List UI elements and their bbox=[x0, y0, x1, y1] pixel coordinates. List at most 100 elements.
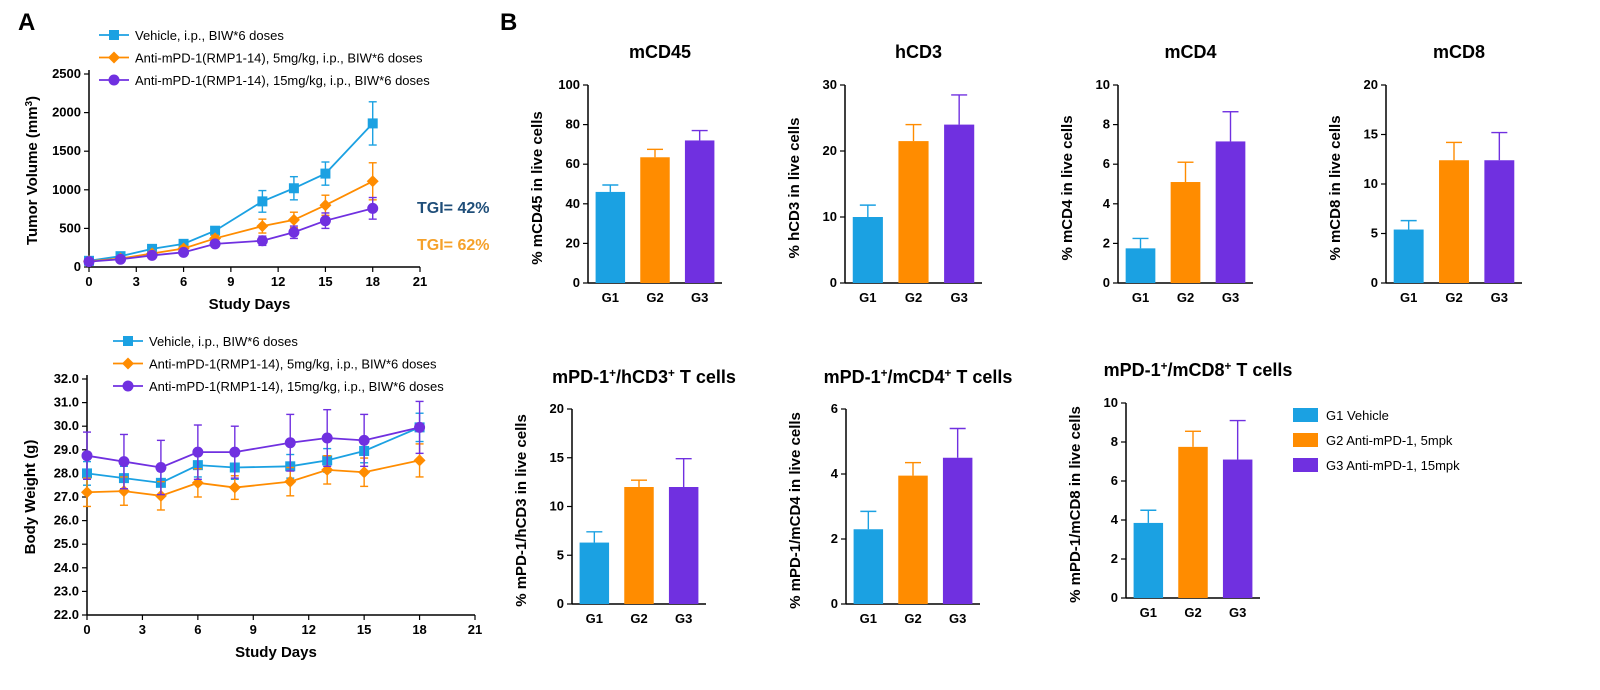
data-point bbox=[414, 421, 426, 433]
legend-label: Vehicle, i.p., BIW*6 doses bbox=[135, 28, 284, 43]
series-1 bbox=[84, 101, 378, 266]
legend-swatch-3 bbox=[1293, 458, 1318, 472]
data-point bbox=[367, 118, 378, 129]
x-tick-label: 3 bbox=[133, 274, 140, 289]
y-axis-label: % hCD3 in live cells bbox=[786, 118, 803, 259]
bar-g1 bbox=[1133, 522, 1164, 598]
x-tick-label: G2 bbox=[1184, 605, 1201, 620]
legend-marker bbox=[109, 30, 119, 40]
panel-label-a: A bbox=[18, 9, 35, 36]
legend-marker bbox=[123, 336, 133, 346]
bar-g2 bbox=[1170, 182, 1201, 283]
data-point bbox=[118, 456, 130, 468]
y-tick-label: 2000 bbox=[52, 105, 81, 120]
y-tick-label: 0 bbox=[1371, 275, 1378, 290]
legend-label: G1 Vehicle bbox=[1326, 408, 1389, 423]
y-tick-label: 0 bbox=[1103, 275, 1110, 290]
y-tick-label: 15 bbox=[550, 450, 564, 465]
y-tick-label: 10 bbox=[1096, 77, 1110, 92]
legend-label: Vehicle, i.p., BIW*6 doses bbox=[149, 334, 298, 349]
bar-chart-4: mCD8 0 5 10 15 20 % mCD8 in live cells G1 G2 G3 bbox=[1327, 42, 1522, 305]
bar-g3 bbox=[1222, 459, 1253, 598]
y-tick-label: 1000 bbox=[52, 182, 81, 197]
y-tick-label: 26.0 bbox=[54, 513, 79, 528]
bar-chart-3: mCD4 0 2 4 6 8 10 % mCD4 in live cells G1 G2 G3 bbox=[1059, 42, 1253, 305]
x-tick-label: G2 bbox=[1177, 290, 1194, 305]
series-line bbox=[86, 426, 420, 484]
x-tick-label: G2 bbox=[630, 611, 647, 626]
y-tick-label: 2 bbox=[1111, 551, 1118, 566]
bar-chart-2: hCD3 0 10 20 30 % hCD3 in live cells G1 G2 G3 bbox=[786, 42, 982, 305]
series-line bbox=[88, 122, 374, 262]
x-tick-label: G3 bbox=[691, 290, 708, 305]
x-tick-label: G1 bbox=[586, 611, 603, 626]
data-point bbox=[358, 434, 370, 446]
data-point bbox=[256, 220, 269, 233]
data-point bbox=[83, 256, 95, 268]
y-tick-label: 28.0 bbox=[54, 465, 79, 480]
tumor-chart: 0 500 1000 1500 2000 2500 0 3 6 9 12 15 18 21 Study Da… bbox=[24, 28, 431, 313]
y-tick-label: 24.0 bbox=[54, 560, 79, 575]
x-tick-label: 21 bbox=[468, 622, 482, 637]
y-tick-label: 25.0 bbox=[54, 536, 79, 551]
x-tick-label: G2 bbox=[904, 611, 921, 626]
data-point bbox=[81, 486, 93, 499]
y-axis-label: % mCD45 in live cells bbox=[529, 111, 546, 264]
chart-title: mPD-1+/hCD3+ T cells bbox=[552, 367, 736, 388]
x-tick-label: 6 bbox=[180, 274, 187, 289]
tgi-annotation-g3: TGI= 62% bbox=[417, 237, 489, 254]
bar-g1 bbox=[852, 217, 883, 283]
x-tick-label: G3 bbox=[950, 290, 967, 305]
bar-g3 bbox=[668, 487, 699, 604]
y-tick-label: 31.0 bbox=[54, 395, 79, 410]
bar-g1 bbox=[579, 542, 610, 604]
data-point bbox=[256, 235, 268, 247]
data-point bbox=[257, 196, 268, 207]
y-axis-label: % mCD8 in live cells bbox=[1327, 115, 1344, 260]
y-tick-label: 0 bbox=[573, 275, 580, 290]
chart-title: mCD4 bbox=[1164, 42, 1216, 62]
data-point bbox=[228, 481, 241, 494]
x-axis-label: Study Days bbox=[235, 644, 317, 661]
x-tick-label: G1 bbox=[1132, 290, 1149, 305]
y-tick-label: 10 bbox=[1364, 176, 1378, 191]
y-tick-label: 10 bbox=[550, 499, 564, 514]
x-tick-label: G1 bbox=[860, 611, 877, 626]
bar-g1 bbox=[1125, 248, 1156, 283]
data-point bbox=[146, 249, 158, 261]
y-tick-label: 0 bbox=[831, 596, 838, 611]
y-tick-label: 10 bbox=[823, 209, 837, 224]
data-point bbox=[413, 454, 426, 467]
x-tick-label: G1 bbox=[1140, 605, 1157, 620]
y-tick-label: 20 bbox=[1364, 77, 1378, 92]
x-tick-label: G3 bbox=[1222, 290, 1239, 305]
y-tick-label: 10 bbox=[1104, 395, 1118, 410]
legend-label: Anti-mPD-1(RMP1-14), 15mg/kg, i.p., BIW*… bbox=[135, 73, 430, 88]
x-tick-label: G3 bbox=[949, 611, 966, 626]
y-axis-label: % mCD4 in live cells bbox=[1059, 115, 1076, 260]
bar-g2 bbox=[1178, 446, 1208, 598]
y-tick-label: 20 bbox=[550, 401, 564, 416]
legend-marker bbox=[108, 74, 120, 86]
x-tick-label: 0 bbox=[83, 622, 90, 637]
y-tick-label: 60 bbox=[566, 156, 580, 171]
y-tick-label: 0 bbox=[74, 259, 81, 274]
bar-chart-1: mCD45 0 20 40 60 80 100 % mCD45 in live cells G1… bbox=[529, 42, 722, 305]
bar-g2 bbox=[898, 141, 929, 283]
data-point bbox=[210, 225, 221, 236]
bar-chart-5: mPD-1+/hCD3+ T cells 0 5 10 15 20 % mPD-1/hCD3… bbox=[513, 367, 736, 627]
y-tick-label: 27.0 bbox=[54, 489, 79, 504]
data-point bbox=[284, 475, 297, 488]
x-tick-label: G2 bbox=[646, 290, 663, 305]
x-tick-label: 9 bbox=[250, 622, 257, 637]
legend-item-3: Anti-mPD-1(RMP1-14), 15mg/kg, i.p., BIW*… bbox=[99, 73, 430, 88]
data-point bbox=[81, 450, 93, 462]
bar-g3 bbox=[1215, 141, 1246, 283]
y-axis-label: Body Weight (g) bbox=[22, 440, 39, 555]
x-tick-label: G2 bbox=[905, 290, 922, 305]
x-tick-label: 15 bbox=[357, 622, 371, 637]
y-tick-label: 80 bbox=[566, 117, 580, 132]
data-point bbox=[319, 199, 332, 212]
y-tick-label: 29.0 bbox=[54, 442, 79, 457]
y-tick-label: 32.0 bbox=[54, 371, 79, 386]
